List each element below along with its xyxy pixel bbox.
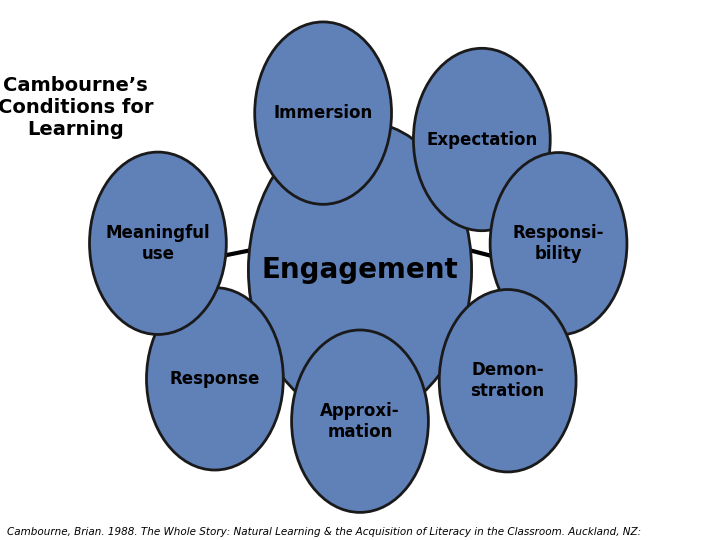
Text: Engagement: Engagement bbox=[261, 256, 459, 284]
Ellipse shape bbox=[255, 22, 392, 204]
Text: Cambourne, Brian. 1988. The Whole Story: Natural Learning & the Acquisition of L: Cambourne, Brian. 1988. The Whole Story:… bbox=[7, 527, 642, 537]
Ellipse shape bbox=[292, 330, 428, 512]
Text: Approxi-
mation: Approxi- mation bbox=[320, 402, 400, 441]
Ellipse shape bbox=[146, 288, 283, 470]
Text: Cambourne’s
Conditions for
Learning: Cambourne’s Conditions for Learning bbox=[0, 77, 153, 139]
Ellipse shape bbox=[439, 289, 576, 472]
Ellipse shape bbox=[490, 152, 627, 335]
Text: Meaningful
use: Meaningful use bbox=[106, 224, 210, 262]
Text: Expectation: Expectation bbox=[426, 131, 537, 149]
Ellipse shape bbox=[248, 121, 472, 419]
Ellipse shape bbox=[413, 48, 550, 231]
Ellipse shape bbox=[89, 152, 226, 334]
Text: Responsi-
bility: Responsi- bility bbox=[513, 224, 604, 263]
Text: Immersion: Immersion bbox=[274, 104, 373, 122]
Text: Demon-
stration: Demon- stration bbox=[471, 361, 545, 400]
Text: Response: Response bbox=[170, 370, 260, 388]
